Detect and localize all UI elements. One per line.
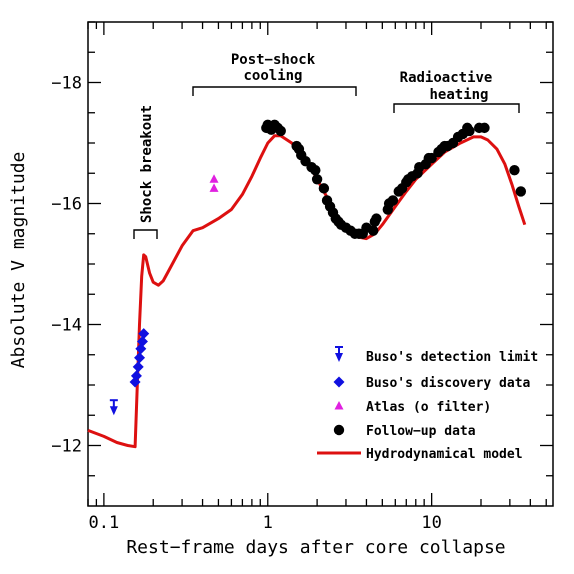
- x-tick-label: 10: [421, 513, 441, 533]
- atlas-o-filter-point: [209, 183, 219, 192]
- post-shock-label-line1: Post−shock: [231, 52, 316, 68]
- buso-s-discovery-data-point: [132, 361, 144, 373]
- buso-s-discovery-data-point: [130, 370, 142, 382]
- shock-breakout-bracket: [133, 229, 158, 239]
- post-shock-label-line2: cooling: [243, 68, 302, 84]
- shock-breakout-label: Shock breakout: [139, 105, 155, 223]
- follow-up-data-point: [368, 225, 379, 236]
- follow-up-data-point: [275, 125, 286, 137]
- radioactive-label-line2: heating: [429, 87, 488, 103]
- legend: Buso's detection limit Buso's discovery d…: [317, 346, 538, 462]
- follow-up-data-point: [464, 125, 475, 137]
- limit-arrowhead: [335, 353, 343, 362]
- legend-label-buso-s-detection-limit: Buso's detection limit: [366, 350, 538, 365]
- buso-s-discovery-data-point: [136, 335, 148, 347]
- buso-s-discovery-data-point: [138, 328, 150, 340]
- y-tick-label: −12: [51, 437, 82, 457]
- follow-up-data-point: [426, 152, 437, 164]
- post-shock-bracket: [192, 86, 357, 96]
- legend-label-atlas-o-filter: Atlas (o filter): [366, 400, 491, 415]
- buso-s-discovery-data-point: [135, 343, 147, 355]
- axis-tick-labels: 0.1 1 10 −12 −14 −16 −18: [51, 74, 442, 534]
- follow-up-data-point: [318, 183, 330, 194]
- follow-up-data-point: [479, 122, 490, 134]
- follow-up-data-point: [310, 165, 321, 176]
- y-axis-title: Absolute V magnitude: [8, 152, 29, 369]
- x-tick-label: 1: [263, 513, 273, 533]
- legend-marker-atlas-o-filter: [334, 401, 344, 410]
- x-tick-label: 0.1: [89, 513, 120, 533]
- limit-arrowhead: [109, 406, 118, 416]
- follow-up-data-point: [311, 174, 323, 185]
- atlas-o-filter-point: [209, 174, 219, 183]
- x-axis-title: Rest−frame days after core collapse: [126, 537, 505, 558]
- legend-label-follow-up-data: Follow−up data: [366, 424, 476, 439]
- legend-label-hydrodynamical-model: Hydrodynamical model: [366, 447, 523, 462]
- annotations: Shock breakout Post−shock cooling Radioa…: [133, 52, 520, 239]
- buso-s-discovery-data-point: [134, 352, 146, 364]
- legend-label-buso-s-discovery-data: Buso's discovery data: [366, 376, 531, 391]
- y-tick-label: −16: [51, 195, 82, 215]
- follow-up-data-point: [387, 195, 399, 206]
- legend-marker-buso-s-discovery-data: [333, 376, 345, 388]
- axis-ticks: [87, 21, 553, 506]
- follow-up-data-point: [509, 165, 520, 176]
- radioactive-bracket: [393, 103, 520, 113]
- buso-s-detection-limit-point: [109, 399, 118, 416]
- y-tick-label: −18: [51, 74, 82, 94]
- follow-up-data-point: [515, 186, 527, 197]
- y-tick-label: −14: [51, 316, 82, 336]
- follow-up-data-point: [371, 213, 382, 224]
- legend-marker-follow-up-data: [333, 424, 345, 436]
- legend-marker-buso-s-detection-limit: [335, 346, 343, 362]
- radioactive-label-line1: Radioactive: [400, 70, 493, 86]
- data-points-layer: [109, 119, 527, 416]
